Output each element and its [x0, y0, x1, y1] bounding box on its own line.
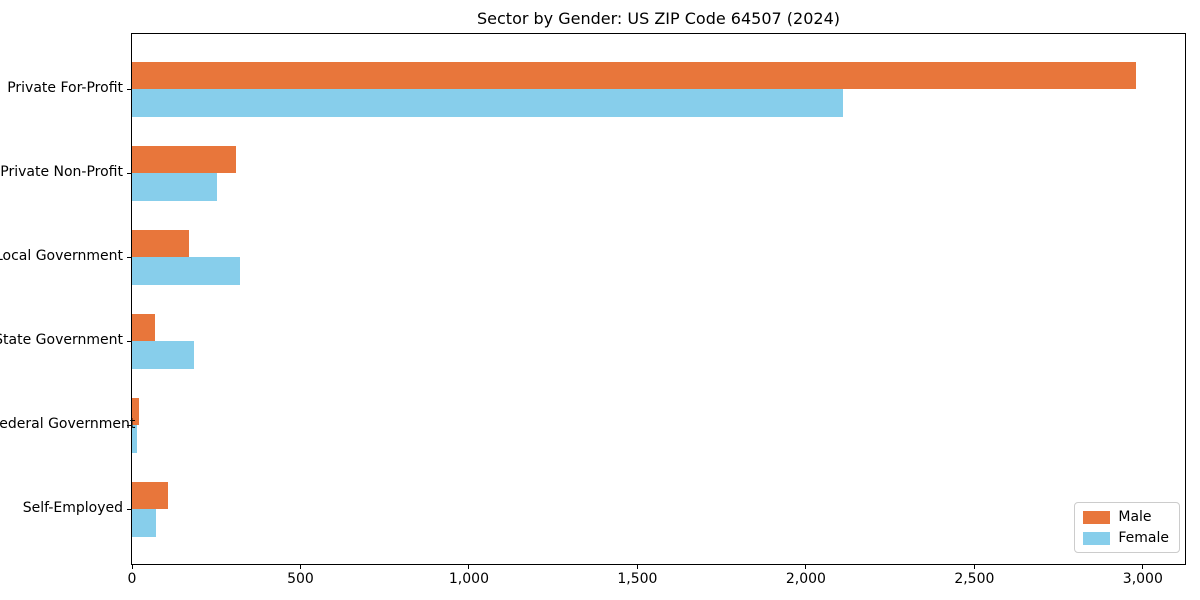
legend: Male Female: [1074, 502, 1180, 553]
ytick-mark-local-government: [127, 256, 132, 258]
ytick-label-local-government: Local Government: [0, 248, 123, 264]
ytick-mark-private-for-profit: [127, 88, 132, 90]
ytick-mark-self-employed: [127, 508, 132, 510]
plot-area: Private For-Profit Private Non-Profit Loca…: [0, 33, 1186, 587]
xtick-mark-0: [131, 564, 133, 569]
xtick-label-3000: 3,000: [1122, 571, 1163, 587]
bar-male-federal-government: [132, 397, 140, 425]
ytick-label-private-non-profit: Private Non-Profit: [0, 164, 123, 180]
bar-male-state-government: [132, 313, 155, 341]
bar-female-private-non-profit: [132, 173, 218, 201]
ytick-mark-state-government: [127, 340, 132, 342]
xtick-mark-500: [299, 564, 301, 569]
legend-label-female: Female: [1118, 530, 1169, 546]
legend-entry-female: Female: [1083, 530, 1169, 546]
bar-male-self-employed: [132, 481, 169, 509]
bar-female-private-for-profit: [132, 89, 843, 117]
chart-title: Sector by Gender: US ZIP Code 64507 (202…: [477, 9, 840, 28]
xtick-label-2000: 2,000: [785, 571, 826, 587]
bar-male-local-government: [132, 229, 189, 257]
ytick-label-state-government: State Government: [0, 332, 123, 348]
xtick-label-1500: 1,500: [617, 571, 658, 587]
xtick-mark-2500: [973, 564, 975, 569]
bar-male-private-for-profit: [132, 61, 1137, 89]
legend-label-male: Male: [1118, 509, 1152, 525]
ytick-mark-private-non-profit: [127, 172, 132, 174]
xtick-mark-2000: [805, 564, 807, 569]
bar-male-private-non-profit: [132, 145, 237, 173]
bar-female-state-government: [132, 341, 195, 369]
ytick-label-self-employed: Self-Employed: [22, 500, 123, 516]
legend-entry-male: Male: [1083, 509, 1169, 525]
xtick-label-2500: 2,500: [954, 571, 995, 587]
bar-female-federal-government: [132, 425, 138, 453]
legend-swatch-male: [1083, 510, 1111, 524]
xtick-label-0: 0: [127, 571, 137, 587]
xtick-mark-1500: [636, 564, 638, 569]
bar-female-local-government: [132, 257, 240, 285]
xtick-mark-3000: [1142, 564, 1144, 569]
xtick-label-500: 500: [287, 571, 314, 587]
ytick-mark-federal-government: [127, 424, 132, 426]
ytick-label-federal-government: Federal Government: [0, 416, 136, 432]
xtick-mark-1000: [468, 564, 470, 569]
legend-swatch-female: [1083, 531, 1111, 545]
xtick-label-1000: 1,000: [448, 571, 489, 587]
ytick-label-private-for-profit: Private For-Profit: [7, 80, 123, 96]
bar-female-self-employed: [132, 509, 156, 537]
